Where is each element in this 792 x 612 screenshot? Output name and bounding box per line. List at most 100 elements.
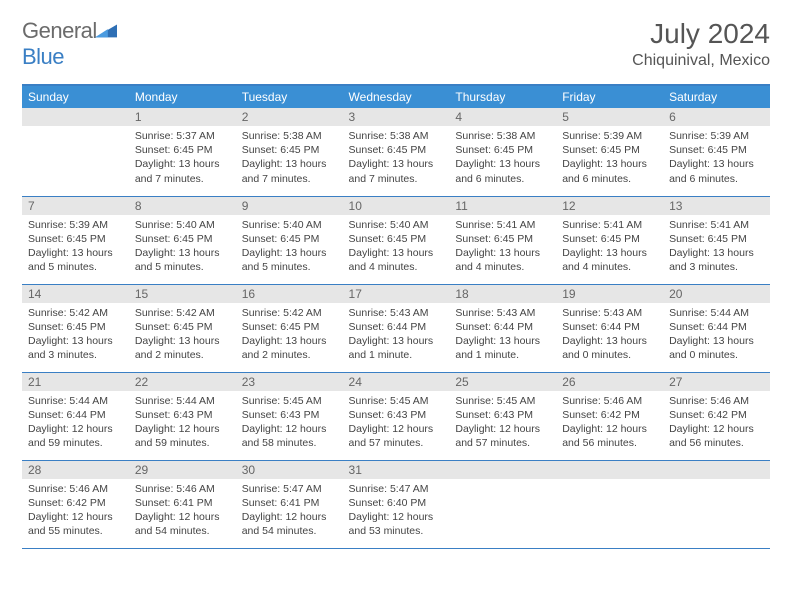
calendar-day-cell: 8Sunrise: 5:40 AMSunset: 6:45 PMDaylight… [129, 196, 236, 284]
calendar-day-cell: 22Sunrise: 5:44 AMSunset: 6:43 PMDayligh… [129, 372, 236, 460]
weekday-header: Friday [556, 85, 663, 108]
calendar-body: 1Sunrise: 5:37 AMSunset: 6:45 PMDaylight… [22, 108, 770, 548]
day-details: Sunrise: 5:47 AMSunset: 6:41 PMDaylight:… [236, 479, 343, 543]
day-number: 30 [236, 461, 343, 479]
day-details: Sunrise: 5:42 AMSunset: 6:45 PMDaylight:… [22, 303, 129, 367]
day-number: 21 [22, 373, 129, 391]
day-number: 2 [236, 108, 343, 126]
calendar-head: SundayMondayTuesdayWednesdayThursdayFrid… [22, 85, 770, 108]
calendar-day-cell: 11Sunrise: 5:41 AMSunset: 6:45 PMDayligh… [449, 196, 556, 284]
weekday-header: Sunday [22, 85, 129, 108]
day-number [663, 461, 770, 479]
calendar-day-cell: 23Sunrise: 5:45 AMSunset: 6:43 PMDayligh… [236, 372, 343, 460]
day-details: Sunrise: 5:38 AMSunset: 6:45 PMDaylight:… [343, 126, 450, 190]
day-details: Sunrise: 5:39 AMSunset: 6:45 PMDaylight:… [22, 215, 129, 279]
day-details: Sunrise: 5:40 AMSunset: 6:45 PMDaylight:… [129, 215, 236, 279]
day-number: 10 [343, 197, 450, 215]
day-number: 14 [22, 285, 129, 303]
calendar-day-cell: 5Sunrise: 5:39 AMSunset: 6:45 PMDaylight… [556, 108, 663, 196]
calendar-day-cell: 29Sunrise: 5:46 AMSunset: 6:41 PMDayligh… [129, 460, 236, 548]
calendar-day-cell: 1Sunrise: 5:37 AMSunset: 6:45 PMDaylight… [129, 108, 236, 196]
weekday-header: Tuesday [236, 85, 343, 108]
day-details: Sunrise: 5:41 AMSunset: 6:45 PMDaylight:… [556, 215, 663, 279]
calendar-day-cell: 28Sunrise: 5:46 AMSunset: 6:42 PMDayligh… [22, 460, 129, 548]
day-details: Sunrise: 5:44 AMSunset: 6:44 PMDaylight:… [22, 391, 129, 455]
calendar-day-cell: 3Sunrise: 5:38 AMSunset: 6:45 PMDaylight… [343, 108, 450, 196]
calendar-day-cell: 25Sunrise: 5:45 AMSunset: 6:43 PMDayligh… [449, 372, 556, 460]
calendar-day-cell: 2Sunrise: 5:38 AMSunset: 6:45 PMDaylight… [236, 108, 343, 196]
day-number: 1 [129, 108, 236, 126]
calendar-day-cell: 19Sunrise: 5:43 AMSunset: 6:44 PMDayligh… [556, 284, 663, 372]
day-number: 13 [663, 197, 770, 215]
day-number: 19 [556, 285, 663, 303]
day-number: 4 [449, 108, 556, 126]
day-details: Sunrise: 5:38 AMSunset: 6:45 PMDaylight:… [449, 126, 556, 190]
day-number: 24 [343, 373, 450, 391]
day-number: 28 [22, 461, 129, 479]
calendar-day-cell: 20Sunrise: 5:44 AMSunset: 6:44 PMDayligh… [663, 284, 770, 372]
day-number [556, 461, 663, 479]
day-details: Sunrise: 5:42 AMSunset: 6:45 PMDaylight:… [236, 303, 343, 367]
day-details: Sunrise: 5:39 AMSunset: 6:45 PMDaylight:… [663, 126, 770, 190]
day-details: Sunrise: 5:41 AMSunset: 6:45 PMDaylight:… [449, 215, 556, 279]
logo-triangle-icon [95, 22, 117, 38]
day-number: 15 [129, 285, 236, 303]
calendar-day-cell [449, 460, 556, 548]
day-number: 16 [236, 285, 343, 303]
calendar-day-cell [663, 460, 770, 548]
day-details: Sunrise: 5:43 AMSunset: 6:44 PMDaylight:… [343, 303, 450, 367]
day-number: 31 [343, 461, 450, 479]
calendar-day-cell: 13Sunrise: 5:41 AMSunset: 6:45 PMDayligh… [663, 196, 770, 284]
day-number: 20 [663, 285, 770, 303]
header: General Blue July 2024 Chiquinival, Mexi… [22, 18, 770, 70]
day-number: 8 [129, 197, 236, 215]
day-details: Sunrise: 5:45 AMSunset: 6:43 PMDaylight:… [343, 391, 450, 455]
day-details: Sunrise: 5:45 AMSunset: 6:43 PMDaylight:… [236, 391, 343, 455]
day-number: 6 [663, 108, 770, 126]
calendar-day-cell: 10Sunrise: 5:40 AMSunset: 6:45 PMDayligh… [343, 196, 450, 284]
weekday-row: SundayMondayTuesdayWednesdayThursdayFrid… [22, 85, 770, 108]
day-number: 23 [236, 373, 343, 391]
day-details: Sunrise: 5:46 AMSunset: 6:41 PMDaylight:… [129, 479, 236, 543]
day-details: Sunrise: 5:41 AMSunset: 6:45 PMDaylight:… [663, 215, 770, 279]
calendar-day-cell: 27Sunrise: 5:46 AMSunset: 6:42 PMDayligh… [663, 372, 770, 460]
day-details: Sunrise: 5:38 AMSunset: 6:45 PMDaylight:… [236, 126, 343, 190]
calendar-day-cell [556, 460, 663, 548]
day-details: Sunrise: 5:45 AMSunset: 6:43 PMDaylight:… [449, 391, 556, 455]
weekday-header: Wednesday [343, 85, 450, 108]
calendar-day-cell: 6Sunrise: 5:39 AMSunset: 6:45 PMDaylight… [663, 108, 770, 196]
calendar-day-cell [22, 108, 129, 196]
calendar-day-cell: 15Sunrise: 5:42 AMSunset: 6:45 PMDayligh… [129, 284, 236, 372]
day-number: 17 [343, 285, 450, 303]
calendar-day-cell: 14Sunrise: 5:42 AMSunset: 6:45 PMDayligh… [22, 284, 129, 372]
day-number: 26 [556, 373, 663, 391]
calendar-day-cell: 21Sunrise: 5:44 AMSunset: 6:44 PMDayligh… [22, 372, 129, 460]
calendar-week-row: 28Sunrise: 5:46 AMSunset: 6:42 PMDayligh… [22, 460, 770, 548]
day-details: Sunrise: 5:43 AMSunset: 6:44 PMDaylight:… [556, 303, 663, 367]
calendar-day-cell: 31Sunrise: 5:47 AMSunset: 6:40 PMDayligh… [343, 460, 450, 548]
weekday-header: Monday [129, 85, 236, 108]
day-number [22, 108, 129, 126]
calendar-week-row: 7Sunrise: 5:39 AMSunset: 6:45 PMDaylight… [22, 196, 770, 284]
day-details: Sunrise: 5:40 AMSunset: 6:45 PMDaylight:… [343, 215, 450, 279]
day-number: 9 [236, 197, 343, 215]
day-number: 29 [129, 461, 236, 479]
day-details: Sunrise: 5:46 AMSunset: 6:42 PMDaylight:… [663, 391, 770, 455]
day-number [449, 461, 556, 479]
calendar-week-row: 1Sunrise: 5:37 AMSunset: 6:45 PMDaylight… [22, 108, 770, 196]
calendar-day-cell: 18Sunrise: 5:43 AMSunset: 6:44 PMDayligh… [449, 284, 556, 372]
day-number: 3 [343, 108, 450, 126]
day-number: 5 [556, 108, 663, 126]
month-title: July 2024 [632, 18, 770, 50]
day-details: Sunrise: 5:40 AMSunset: 6:45 PMDaylight:… [236, 215, 343, 279]
calendar-day-cell: 7Sunrise: 5:39 AMSunset: 6:45 PMDaylight… [22, 196, 129, 284]
calendar-day-cell: 26Sunrise: 5:46 AMSunset: 6:42 PMDayligh… [556, 372, 663, 460]
day-number: 18 [449, 285, 556, 303]
calendar-day-cell: 12Sunrise: 5:41 AMSunset: 6:45 PMDayligh… [556, 196, 663, 284]
title-block: July 2024 Chiquinival, Mexico [632, 18, 770, 70]
logo: General Blue [22, 18, 117, 70]
day-number: 12 [556, 197, 663, 215]
logo-part1: General [22, 18, 97, 43]
day-details: Sunrise: 5:46 AMSunset: 6:42 PMDaylight:… [22, 479, 129, 543]
calendar-day-cell: 4Sunrise: 5:38 AMSunset: 6:45 PMDaylight… [449, 108, 556, 196]
